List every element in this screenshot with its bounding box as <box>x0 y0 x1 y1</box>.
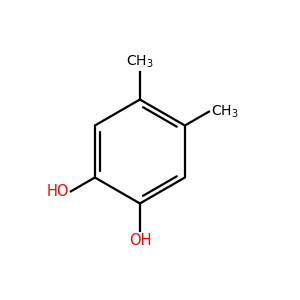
Text: HO: HO <box>46 184 69 199</box>
Text: CH$_3$: CH$_3$ <box>211 103 239 120</box>
Text: OH: OH <box>129 233 151 248</box>
Text: CH$_3$: CH$_3$ <box>126 54 154 70</box>
